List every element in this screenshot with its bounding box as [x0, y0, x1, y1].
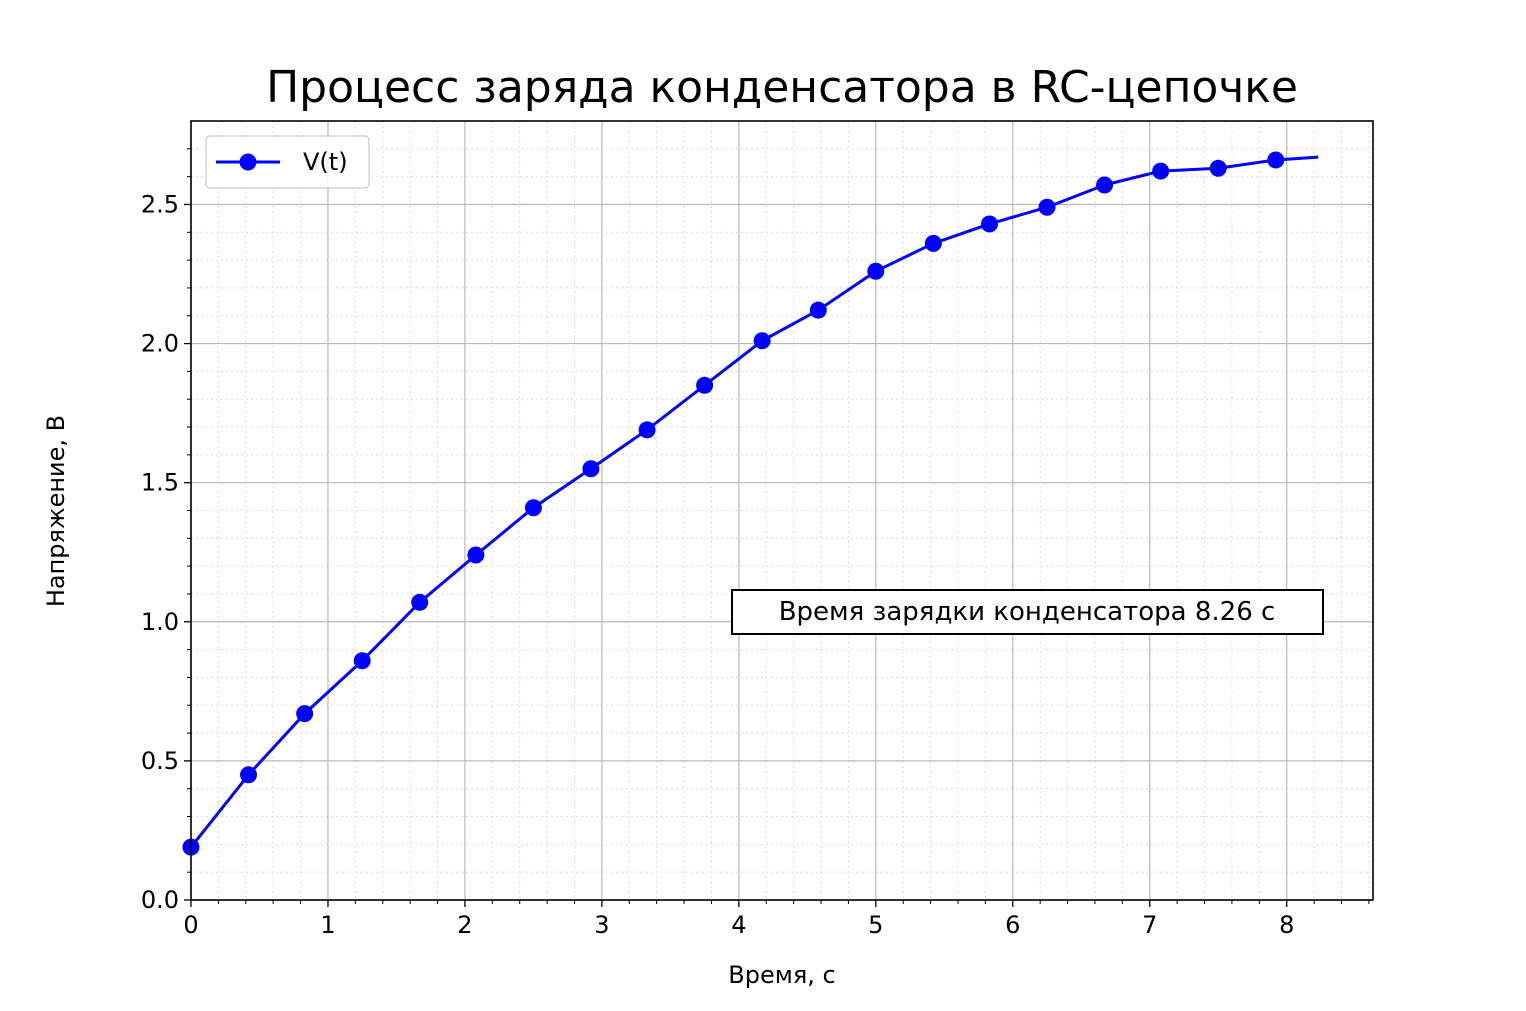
x-tick-label: 0 — [183, 911, 198, 939]
legend-marker — [239, 153, 257, 171]
data-point — [467, 546, 485, 564]
data-point — [809, 301, 827, 319]
x-tick-label: 7 — [1142, 911, 1157, 939]
x-tick-label: 8 — [1279, 911, 1294, 939]
series-line — [189, 155, 1319, 849]
x-tick-label: 5 — [868, 911, 883, 939]
data-point — [753, 332, 771, 350]
annotation-text: Время зарядки конденсатора 8.26 с — [779, 597, 1276, 627]
chart-title: Процесс заряда конденсатора в RC-цепочке — [266, 62, 1298, 113]
y-tick-label: 1.0 — [141, 608, 179, 636]
data-point — [981, 215, 999, 233]
data-point — [1096, 176, 1114, 194]
y-tick-label: 2.5 — [141, 190, 179, 218]
y-tick-label: 0.0 — [141, 886, 179, 914]
data-point — [1038, 198, 1056, 216]
data-point — [1152, 162, 1170, 180]
x-tick-label: 3 — [594, 911, 609, 939]
axes-frame — [190, 120, 1374, 901]
data-point — [924, 234, 942, 252]
data-point — [296, 705, 314, 723]
x-tick-label: 4 — [731, 911, 746, 939]
y-axis-label: Напряжение, В — [42, 415, 70, 607]
data-point — [1209, 159, 1227, 177]
y-tick-label: 0.5 — [141, 747, 179, 775]
data-point — [240, 766, 258, 784]
plot-area: 0 1 2 3 4 5 6 7 8 0.0 0.5 1.0 1.5 2.0 2.5 V(t) Время зар… — [141, 120, 1374, 939]
data-point — [867, 262, 885, 280]
data-point — [1267, 151, 1285, 169]
x-tick-label: 2 — [457, 911, 472, 939]
data-point — [696, 376, 714, 394]
data-point — [524, 499, 542, 517]
x-tick-label: 1 — [320, 911, 335, 939]
x-axis-label: Время, с — [728, 961, 835, 989]
annotation-box — [731, 589, 1324, 635]
data-point — [353, 652, 371, 670]
legend-box — [205, 135, 370, 189]
data-point — [582, 460, 600, 478]
y-tick-label: 2.0 — [141, 330, 179, 358]
y-tick-label: 1.5 — [141, 469, 179, 497]
legend-label: V(t) — [303, 148, 348, 176]
data-point — [638, 421, 656, 439]
x-tick-label: 6 — [1005, 911, 1020, 939]
data-point — [411, 593, 429, 611]
